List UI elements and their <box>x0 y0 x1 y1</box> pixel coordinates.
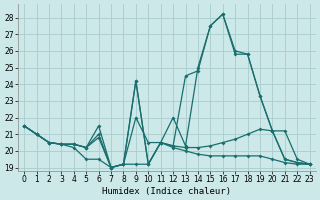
X-axis label: Humidex (Indice chaleur): Humidex (Indice chaleur) <box>102 187 231 196</box>
